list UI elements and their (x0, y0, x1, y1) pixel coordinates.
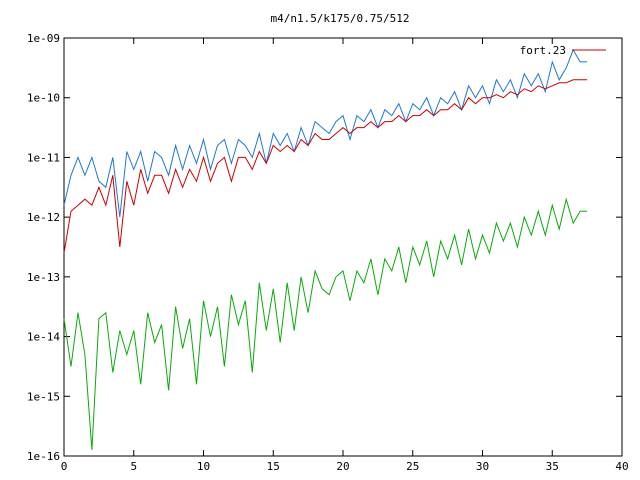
x-tick-label: 25 (406, 460, 419, 473)
x-tick-label: 15 (267, 460, 280, 473)
x-tick-label: 35 (546, 460, 559, 473)
series-line-3 (63, 197, 588, 451)
y-tick-label: 1e-09 (27, 32, 60, 45)
y-tick-label: 1e-10 (27, 92, 60, 105)
y-tick-label: 1e-15 (27, 390, 60, 403)
x-tick-label: 5 (130, 460, 137, 473)
x-tick-label: 20 (336, 460, 349, 473)
chart-title: m4/n1.5/k175/0.75/512 (270, 12, 409, 25)
series-line-1 (63, 48, 588, 218)
y-tick-label: 1e-13 (27, 271, 60, 284)
x-tick-label: 10 (197, 460, 210, 473)
x-tick-label: 0 (61, 460, 68, 473)
series-layer (63, 48, 588, 451)
legend: fort.23 (520, 44, 606, 57)
x-tick-label: 40 (615, 460, 628, 473)
series-line-2 (63, 79, 588, 254)
x-tick-label: 30 (476, 460, 489, 473)
y-tick-label: 1e-16 (27, 450, 60, 463)
legend-label: fort.23 (520, 44, 566, 57)
y-tick-label: 1e-12 (27, 211, 60, 224)
y-tick-label: 1e-11 (27, 151, 60, 164)
plot-frame (63, 37, 623, 457)
y-tick-label: 1e-14 (27, 331, 60, 344)
axis-ticks: 0 5 10 15 20 25 30 35 40 1e-16 1e-15 1e-14 1e-13 1e-1… (27, 32, 629, 473)
